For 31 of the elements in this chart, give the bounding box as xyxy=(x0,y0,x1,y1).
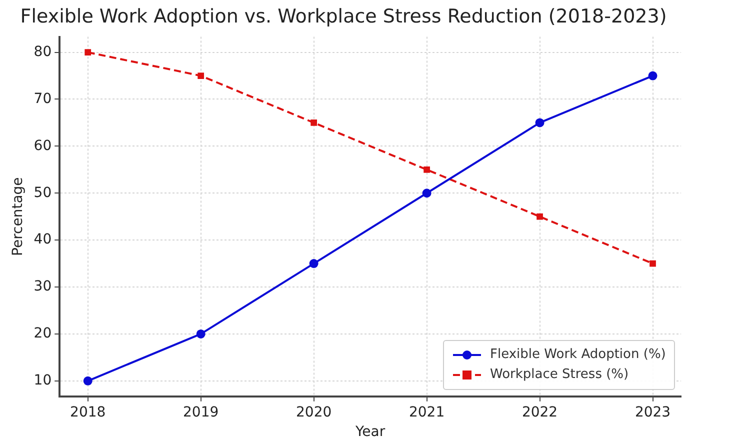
legend-label: Flexible Work Adoption (%) xyxy=(490,346,666,364)
point xyxy=(84,49,92,56)
point xyxy=(83,376,92,386)
x-tick-label: 2021 xyxy=(408,404,445,420)
point xyxy=(424,166,430,173)
x-tick-label: 2020 xyxy=(296,404,332,420)
point xyxy=(650,260,656,267)
x-tick-label: 2019 xyxy=(183,404,219,420)
point xyxy=(648,71,658,80)
x-tick-label: 2022 xyxy=(522,404,558,420)
y-tick-label: 80 xyxy=(34,44,52,60)
y-axis-title: Percentage xyxy=(10,177,26,256)
y-tick-label: 50 xyxy=(34,184,52,201)
y-tick-label: 70 xyxy=(34,90,52,107)
point xyxy=(535,118,544,128)
legend-label: Workplace Stress (%) xyxy=(490,366,629,384)
chart-title: Flexible Work Adoption vs. Workplace Stress Reduction (2018-2023) xyxy=(20,5,667,28)
point xyxy=(198,72,204,79)
y-tick-label: 20 xyxy=(34,326,52,342)
x-tick-label: 2023 xyxy=(634,404,671,420)
point xyxy=(536,213,543,220)
y-tick-label: 40 xyxy=(34,232,52,248)
x-tick-label: 2018 xyxy=(70,404,106,420)
y-tick-label: 10 xyxy=(34,372,52,389)
y-tick-label: 60 xyxy=(34,138,52,154)
point xyxy=(310,120,317,126)
x-axis-title: Year xyxy=(354,424,386,440)
point xyxy=(196,329,206,338)
point xyxy=(309,259,318,268)
y-tick-label: 30 xyxy=(34,278,52,295)
point xyxy=(422,188,432,198)
